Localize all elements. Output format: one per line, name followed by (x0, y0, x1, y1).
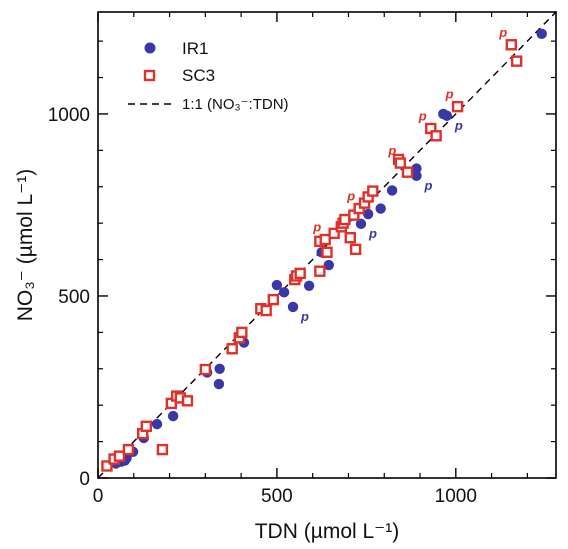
x-tick-label: 500 (261, 486, 293, 507)
y-axis-label: NO₃⁻ (µmol L⁻¹) (14, 169, 37, 322)
data-point-ir1-20 (362, 208, 374, 220)
data-point-sc3-28 (339, 213, 351, 226)
data-point-sc3-17 (267, 293, 280, 306)
legend-marker-ir1 (144, 42, 156, 54)
x-tick-label: 0 (93, 486, 104, 507)
point-annotation-ir1-26: p (454, 118, 463, 133)
data-point-sc3-14 (236, 326, 248, 339)
data-point-sc3-3 (122, 443, 135, 456)
data-point-ir1-19 (355, 218, 367, 230)
data-point-sc3-37 (394, 157, 407, 169)
data-point-sc3-35 (367, 185, 379, 197)
data-point-sc3-41 (451, 100, 464, 113)
data-point-sc3-25 (328, 227, 340, 240)
data-point-sc3-29 (344, 232, 356, 244)
y-tick-label: 1000 (48, 105, 90, 126)
data-point-ir1-24 (411, 163, 422, 174)
data-point-ir1-7 (151, 418, 163, 430)
data-point-sc3-0 (101, 460, 113, 472)
point-annotation-sc3-37: p (387, 143, 396, 158)
y-tick-label: 500 (58, 287, 90, 308)
data-point-sc3-6 (156, 443, 169, 456)
point-annotation-sc3-39: p (418, 109, 427, 124)
data-point-sc3-20 (294, 267, 306, 280)
data-points-layer: p p p p p p p p p p (101, 25, 547, 472)
data-point-ir1-13 (271, 279, 283, 291)
data-point-sc3-11 (199, 363, 212, 376)
data-point-ir1-11 (214, 363, 225, 374)
data-point-sc3-2 (113, 450, 126, 462)
data-point-ir1-22 (386, 185, 398, 196)
data-point-sc3-24 (321, 246, 333, 258)
legend-label-reference-line: 1:1 (NO₃⁻:TDN) (182, 96, 289, 113)
legend-label-ir1: IR1 (182, 39, 208, 58)
y-tick-label: 0 (79, 469, 90, 490)
data-point-ir1-18 (323, 259, 334, 271)
x-axis-label: TDN (µmol L⁻¹) (255, 520, 400, 543)
data-point-sc3-5 (140, 420, 153, 433)
data-point-ir1-15 (287, 301, 299, 313)
plot-frame (97, 11, 557, 479)
legend-marker-sc3 (143, 69, 156, 82)
point-annotation-sc3-32: p (346, 189, 355, 204)
data-point-sc3-43 (510, 55, 523, 67)
data-point-sc3-38 (401, 166, 414, 178)
legend: IR1 SC3 1:1 (NO₃⁻:TDN) (128, 39, 289, 113)
data-point-sc3-42 (505, 39, 517, 51)
x-tick-label: 1000 (435, 486, 477, 507)
data-point-sc3-40 (430, 130, 442, 142)
point-annotation-sc3-42: p (498, 25, 507, 40)
legend-label-sc3: SC3 (182, 66, 215, 85)
data-point-ir1-14 (278, 287, 290, 298)
data-point-ir1-21 (375, 203, 386, 214)
data-point-ir1-26 (441, 110, 453, 121)
axes-layer: 0 500 1000 0 500 1000 (48, 11, 557, 507)
point-annotation-sc3-23: p (312, 220, 321, 235)
data-point-ir1-27 (536, 28, 547, 40)
data-point-sc3-10 (181, 395, 194, 407)
point-annotation-ir1-23: p (423, 178, 432, 193)
data-point-ir1-8 (167, 410, 179, 422)
point-annotation-ir1-19: p (368, 226, 377, 241)
data-point-sc3-31 (349, 243, 362, 256)
data-point-ir1-10 (213, 378, 225, 390)
point-annotation-ir1-15: p (300, 309, 309, 324)
data-point-sc3-21 (314, 265, 326, 277)
data-point-ir1-23 (411, 170, 422, 182)
data-point-sc3-16 (260, 304, 272, 317)
data-point-sc3-12 (226, 343, 238, 355)
data-point-sc3-23 (319, 233, 331, 246)
point-annotation-sc3-41: p (445, 87, 454, 102)
data-point-ir1-16 (303, 280, 315, 291)
